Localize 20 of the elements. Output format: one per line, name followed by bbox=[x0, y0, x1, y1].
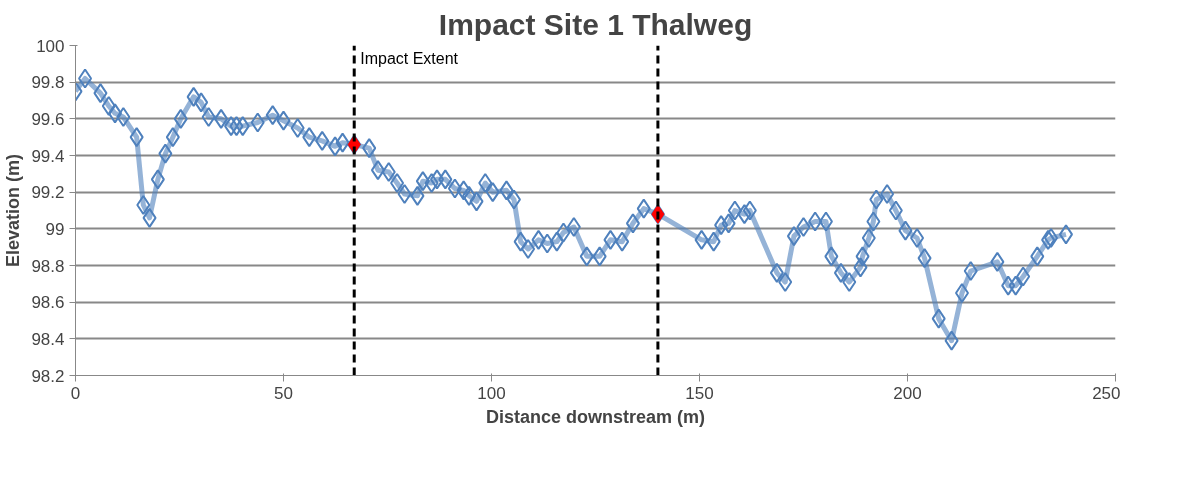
x-tick-label: 200 bbox=[893, 383, 922, 403]
y-tick-label: 98.8 bbox=[31, 256, 65, 276]
y-tick-label: 100 bbox=[36, 36, 65, 56]
x-axis-title: Distance downstream (m) bbox=[485, 406, 706, 427]
y-tick-label: 99.6 bbox=[31, 109, 65, 129]
x-tick-label: 0 bbox=[70, 383, 81, 403]
chart-title: Impact Site 1 Thalweg bbox=[438, 7, 753, 41]
y-tick-label: 99.8 bbox=[31, 73, 65, 93]
x-tick-label: 100 bbox=[477, 383, 506, 403]
x-tick-label: 150 bbox=[685, 383, 714, 403]
y-tick-label: 99.4 bbox=[31, 146, 65, 166]
y-tick-label: 99.2 bbox=[31, 183, 65, 203]
y-tick-label: 99 bbox=[45, 219, 65, 239]
x-tick-label: 250 bbox=[1092, 383, 1121, 403]
y-axis-title: Elevation (m) bbox=[3, 153, 24, 268]
x-tick-label: 50 bbox=[274, 383, 293, 403]
y-tick-label: 98.6 bbox=[31, 293, 65, 313]
y-tick-label: 98.2 bbox=[31, 366, 65, 386]
y-tick-label: 98.4 bbox=[31, 329, 65, 349]
ref-line-label: Impact Extent bbox=[360, 49, 459, 67]
